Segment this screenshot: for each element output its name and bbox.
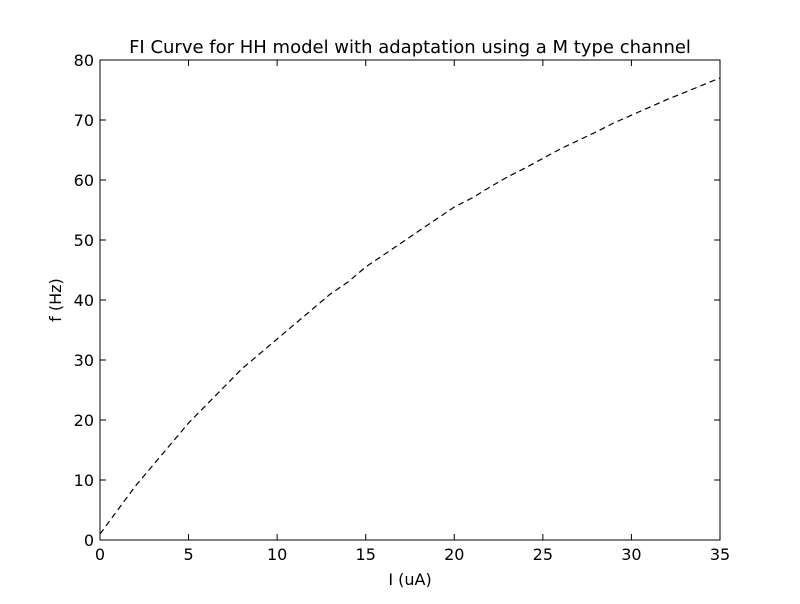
y-tick-label: 60 bbox=[74, 171, 94, 190]
y-tick-label: 70 bbox=[74, 111, 94, 130]
x-tick-label: 15 bbox=[356, 545, 376, 564]
y-axis-label: f (Hz) bbox=[46, 278, 65, 322]
y-tick-label: 10 bbox=[74, 471, 94, 490]
x-tick-label: 0 bbox=[95, 545, 105, 564]
x-tick-label: 5 bbox=[183, 545, 193, 564]
series-line-0 bbox=[99, 77, 721, 535]
series-layer bbox=[99, 77, 721, 535]
x-tick-label: 25 bbox=[533, 545, 553, 564]
y-tick-label: 20 bbox=[74, 411, 94, 430]
x-axis-label: I (uA) bbox=[388, 570, 431, 589]
y-tick-label: 80 bbox=[74, 51, 94, 70]
y-tick-label: 50 bbox=[74, 231, 94, 250]
x-tick-label: 10 bbox=[267, 545, 287, 564]
y-tick-label: 30 bbox=[74, 351, 94, 370]
y-tick-label: 40 bbox=[74, 291, 94, 310]
x-tick-label: 30 bbox=[621, 545, 641, 564]
x-tick-label: 20 bbox=[444, 545, 464, 564]
x-axis-ticks: 0 5 10 15 20 25 30 35 bbox=[95, 60, 730, 564]
y-axis-ticks: 0 10 20 30 40 50 60 70 80 bbox=[74, 51, 720, 550]
x-tick-label: 35 bbox=[710, 545, 730, 564]
chart-title: FI Curve for HH model with adaptation us… bbox=[129, 37, 691, 58]
y-tick-label: 0 bbox=[84, 531, 94, 550]
